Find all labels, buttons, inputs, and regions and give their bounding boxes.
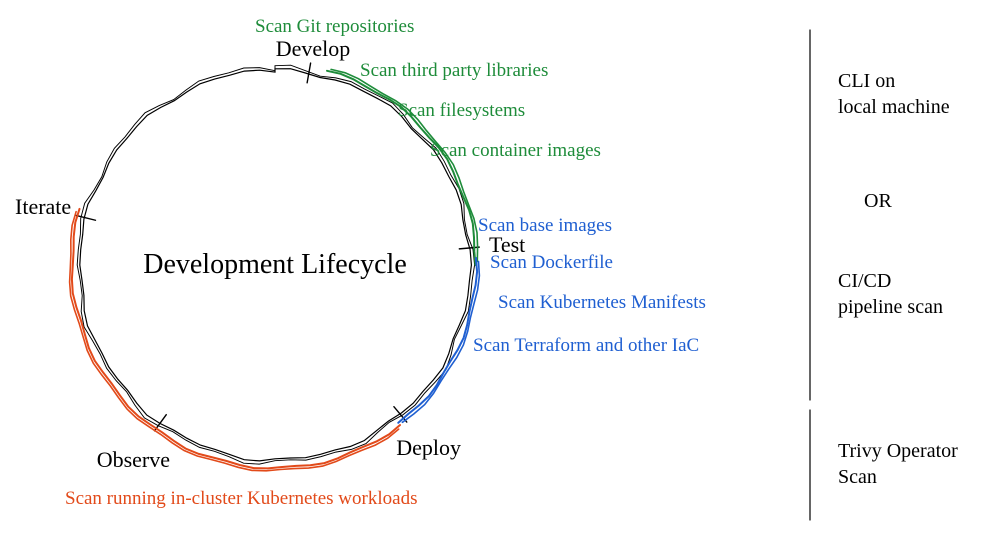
- sidebar-label-scan: Scan: [838, 466, 877, 489]
- annot-test-0: Scan base images: [478, 215, 612, 237]
- annot-develop-3: Scan container images: [430, 140, 601, 162]
- stage-label-observe: Observe: [97, 447, 170, 473]
- annot-develop-1: Scan third party libraries: [360, 60, 548, 82]
- annot-test-1: Scan Dockerfile: [490, 252, 613, 274]
- stage-label-iterate: Iterate: [15, 194, 71, 220]
- center-title: Development Lifecycle: [143, 249, 407, 281]
- annot-develop-2: Scan filesystems: [398, 100, 525, 122]
- sidebar-label-local-machine: local machine: [838, 96, 950, 119]
- annot-observe-0: Scan running in-cluster Kubernetes workl…: [65, 488, 417, 510]
- annot-test-2: Scan Kubernetes Manifests: [498, 292, 706, 314]
- sidebar-label-cicd: CI/CD: [838, 270, 891, 293]
- annot-develop-0: Scan Git repositories: [255, 16, 414, 38]
- sidebar-label-pipeline: pipeline scan: [838, 296, 943, 319]
- sidebar-label-trivy: Trivy Operator: [838, 440, 958, 463]
- sidebar-label-cli-on: CLI on: [838, 70, 895, 93]
- sidebar-label-or: OR: [864, 190, 892, 213]
- stage-label-develop: Develop: [276, 36, 351, 62]
- stage-label-deploy: Deploy: [396, 435, 461, 461]
- annot-test-3: Scan Terraform and other IaC: [473, 335, 699, 357]
